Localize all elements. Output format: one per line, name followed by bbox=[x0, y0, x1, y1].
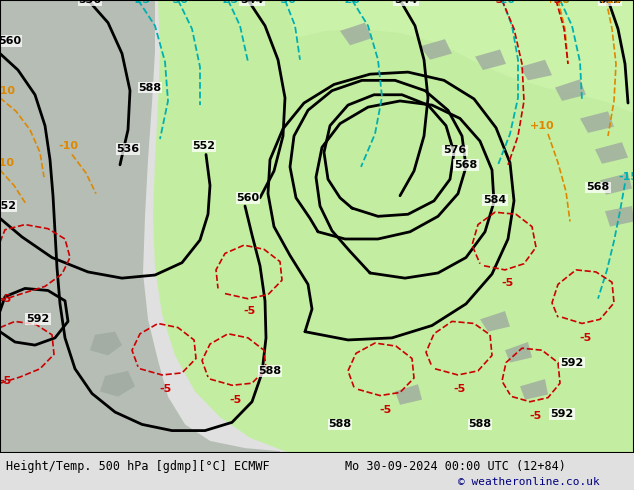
Polygon shape bbox=[153, 0, 634, 453]
Text: 568: 568 bbox=[455, 160, 477, 170]
Text: +10: +10 bbox=[529, 121, 554, 131]
Text: -20: -20 bbox=[340, 0, 360, 5]
Text: -15: -15 bbox=[618, 172, 634, 182]
Polygon shape bbox=[555, 79, 586, 101]
Text: 588: 588 bbox=[469, 419, 491, 429]
Text: 560: 560 bbox=[236, 193, 259, 203]
Polygon shape bbox=[480, 311, 510, 332]
Polygon shape bbox=[90, 332, 122, 355]
Text: +15: +15 bbox=[598, 0, 623, 5]
Text: -5: -5 bbox=[229, 394, 241, 405]
Polygon shape bbox=[520, 60, 552, 80]
Text: -25: -25 bbox=[218, 0, 238, 5]
Text: 592: 592 bbox=[27, 315, 49, 324]
Text: 552: 552 bbox=[193, 141, 216, 151]
Text: -5: -5 bbox=[454, 384, 466, 394]
Text: -25: -25 bbox=[130, 0, 150, 5]
Text: -5: -5 bbox=[244, 306, 256, 316]
Text: -30: -30 bbox=[168, 0, 188, 5]
Text: 592: 592 bbox=[550, 409, 574, 419]
Text: 568: 568 bbox=[586, 182, 610, 193]
Text: -10: -10 bbox=[58, 141, 78, 151]
Polygon shape bbox=[340, 23, 372, 46]
Text: 588: 588 bbox=[138, 82, 162, 93]
Text: 588: 588 bbox=[259, 366, 281, 376]
Polygon shape bbox=[600, 173, 632, 195]
Text: -5: -5 bbox=[550, 0, 562, 5]
Text: 544: 544 bbox=[394, 0, 418, 5]
Text: -5: -5 bbox=[159, 384, 171, 394]
Text: Mo 30-09-2024 00:00 UTC (12+84): Mo 30-09-2024 00:00 UTC (12+84) bbox=[345, 460, 566, 473]
Polygon shape bbox=[395, 384, 422, 405]
Text: -5: -5 bbox=[0, 294, 11, 304]
Text: -5: -5 bbox=[0, 376, 11, 386]
Text: 592: 592 bbox=[560, 358, 584, 368]
Polygon shape bbox=[605, 206, 634, 226]
Polygon shape bbox=[420, 39, 452, 60]
Text: -10: -10 bbox=[0, 86, 15, 96]
Text: -20: -20 bbox=[550, 0, 570, 5]
Text: -5: -5 bbox=[579, 333, 591, 343]
Text: © weatheronline.co.uk: © weatheronline.co.uk bbox=[458, 477, 600, 487]
Text: 552: 552 bbox=[0, 201, 16, 211]
Text: -30: -30 bbox=[276, 0, 296, 5]
Text: -5: -5 bbox=[379, 405, 391, 415]
Polygon shape bbox=[520, 379, 548, 400]
Text: -5: -5 bbox=[529, 411, 541, 421]
Text: 544: 544 bbox=[240, 0, 264, 5]
Text: -5: -5 bbox=[492, 0, 504, 5]
Text: 552: 552 bbox=[598, 0, 621, 5]
Polygon shape bbox=[285, 0, 634, 113]
Polygon shape bbox=[595, 142, 628, 164]
Text: 536: 536 bbox=[117, 145, 139, 154]
Text: 584: 584 bbox=[483, 195, 507, 205]
Text: -20: -20 bbox=[495, 0, 515, 5]
Polygon shape bbox=[505, 342, 532, 363]
Polygon shape bbox=[100, 371, 135, 396]
Text: +10: +10 bbox=[546, 0, 571, 5]
Text: 576: 576 bbox=[443, 146, 467, 155]
Text: -5: -5 bbox=[502, 278, 514, 288]
Text: 588: 588 bbox=[328, 419, 352, 429]
Text: 560: 560 bbox=[0, 36, 22, 46]
Polygon shape bbox=[580, 111, 614, 133]
Text: Height/Temp. 500 hPa [gdmp][°C] ECMWF: Height/Temp. 500 hPa [gdmp][°C] ECMWF bbox=[6, 460, 269, 473]
Polygon shape bbox=[0, 0, 280, 453]
Text: 536: 536 bbox=[79, 0, 101, 5]
Polygon shape bbox=[475, 49, 506, 70]
Text: -10: -10 bbox=[0, 158, 14, 168]
